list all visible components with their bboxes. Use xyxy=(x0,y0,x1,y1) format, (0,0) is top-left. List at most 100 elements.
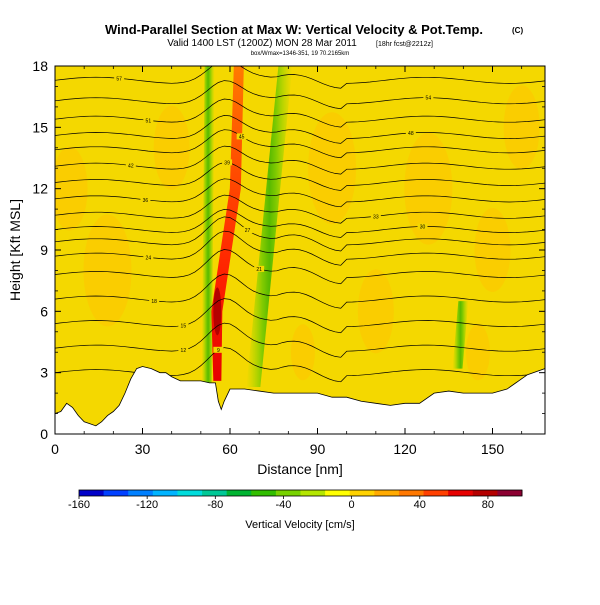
isentrope-line xyxy=(55,145,545,175)
colorbar-swatch xyxy=(423,490,449,496)
x-tick-label: 30 xyxy=(135,441,151,457)
isentrope-label-bg xyxy=(254,265,265,272)
colorbar-tick-label: -40 xyxy=(276,499,292,511)
x-tick-label: 150 xyxy=(481,441,505,457)
texture-patch xyxy=(465,324,490,381)
isentrope-line xyxy=(55,322,545,358)
colorbar-tick-label: -80 xyxy=(207,499,223,511)
x-tick-label: 0 xyxy=(51,441,59,457)
isentrope-label-bg xyxy=(178,322,189,329)
isentrope-line xyxy=(55,178,545,208)
terrain xyxy=(55,366,545,434)
isentrope-line xyxy=(55,298,545,334)
colorbar-swatch xyxy=(300,490,326,496)
texture-patch xyxy=(290,324,315,381)
colorbar xyxy=(78,489,523,497)
colorbar-swatch xyxy=(497,490,523,496)
texture-patch xyxy=(474,208,511,292)
isentrope-label: 24 xyxy=(146,255,152,261)
isentrope-label: 51 xyxy=(146,118,152,124)
colorbar-tick-label: -160 xyxy=(68,499,90,511)
texture-patch xyxy=(83,214,132,327)
colorbar-label: Vertical Velocity [cm/s] xyxy=(245,519,354,531)
isentrope-label: 33 xyxy=(373,214,379,220)
colorbar-swatch xyxy=(472,490,498,496)
isentrope-line xyxy=(55,80,545,110)
x-axis: 0 30 60 90 120 150 xyxy=(51,66,523,457)
isentrope-label-bg xyxy=(178,347,189,354)
chart-subtitle: Valid 1400 LST (1200Z) MON 28 Mar 2011 xyxy=(167,38,357,49)
colorbar-swatch xyxy=(448,490,474,496)
texture-patch xyxy=(404,132,453,245)
isentrope-label-bg xyxy=(236,133,247,140)
isentrope-label-bg xyxy=(242,227,253,234)
isentrope-label-bg xyxy=(423,94,434,101)
chart-subtitle-small: box/Wmax=1346-351, 19 70.2165km xyxy=(251,51,350,57)
isentrope-label: 9 xyxy=(217,348,220,354)
isentrope-label-bg xyxy=(140,196,151,203)
isentrope-label-bg xyxy=(143,117,154,124)
isentrope-label-bg xyxy=(143,254,154,261)
colorbar-ticks: -160 -120 -80 -40 0 40 80 xyxy=(68,496,494,511)
isentrope-line xyxy=(55,98,545,128)
chart-title-mark: (C) xyxy=(512,26,523,35)
isentrope-label: 18 xyxy=(151,299,157,305)
y-tick-label: 12 xyxy=(32,181,48,197)
isentrope-line xyxy=(55,162,545,191)
texture-patch xyxy=(153,105,190,190)
colorbar-swatch xyxy=(398,490,425,496)
colorbar-swatch xyxy=(79,490,105,496)
colorbar-swatch xyxy=(202,490,228,496)
isentrope-label-bg xyxy=(213,346,224,353)
isentrope-line xyxy=(55,230,545,266)
plot-area: 9 12 15 18 21 24 27 30 33 36 39 42 45 48 51 54 57 xyxy=(55,66,545,434)
isentrope-label-bg xyxy=(149,297,160,304)
isentrope-label-bg xyxy=(125,162,136,169)
isentrope-label: 45 xyxy=(239,134,245,140)
isentrope-label-bg xyxy=(114,75,125,82)
colorbar-tick-label: -120 xyxy=(136,499,158,511)
isentrope-label: 39 xyxy=(224,160,230,166)
isentrope-label: 54 xyxy=(426,96,432,102)
x-tick-label: 90 xyxy=(310,441,326,457)
isentrope-label: 57 xyxy=(116,76,122,82)
isentrope-line xyxy=(55,216,545,252)
isentrope-label: 21 xyxy=(256,267,262,273)
x-tick-label: 60 xyxy=(222,441,238,457)
isentrope-line xyxy=(55,209,545,238)
isentrope-label-bg xyxy=(405,129,416,136)
colorbar-swatch xyxy=(251,490,277,496)
isentrope-label: 42 xyxy=(128,163,134,169)
y-tick-label: 9 xyxy=(40,242,48,258)
isentrope-line xyxy=(55,249,545,285)
chart-subtitle-extra: [18hr fcst@2212z] xyxy=(376,41,433,48)
colorbar-swatch xyxy=(103,490,129,496)
isentrope-label: 27 xyxy=(245,228,251,234)
isentrope-label: 36 xyxy=(143,198,149,204)
isentrope-label-bg xyxy=(417,223,428,230)
isentrope-label: 15 xyxy=(181,323,187,329)
x-tick-label: 120 xyxy=(393,441,417,457)
y-axis-label: Height [Kft MSL] xyxy=(7,199,23,301)
isentrope-line xyxy=(55,66,545,89)
y-tick-label: 6 xyxy=(40,303,48,319)
colorbar-swatch xyxy=(325,490,351,496)
terrain-profile xyxy=(55,366,545,434)
texture-patch xyxy=(308,112,357,225)
colorbar-swatch xyxy=(177,490,203,496)
chart-title: Wind-Parallel Section at Max W: Vertical… xyxy=(105,22,483,37)
texture-patch xyxy=(55,146,88,231)
isentrope-line xyxy=(55,129,545,159)
colorbar-tick-label: 80 xyxy=(482,499,494,511)
texture-patch xyxy=(357,269,394,354)
texture-patch xyxy=(503,85,540,170)
isentrope-label-bg xyxy=(222,159,233,166)
colorbar-swatch xyxy=(349,490,375,496)
x-axis-label: Distance [nm] xyxy=(257,461,343,477)
colorbar-swatch xyxy=(275,490,301,496)
updraft-peak xyxy=(213,287,222,336)
isentrope-line xyxy=(55,273,545,309)
